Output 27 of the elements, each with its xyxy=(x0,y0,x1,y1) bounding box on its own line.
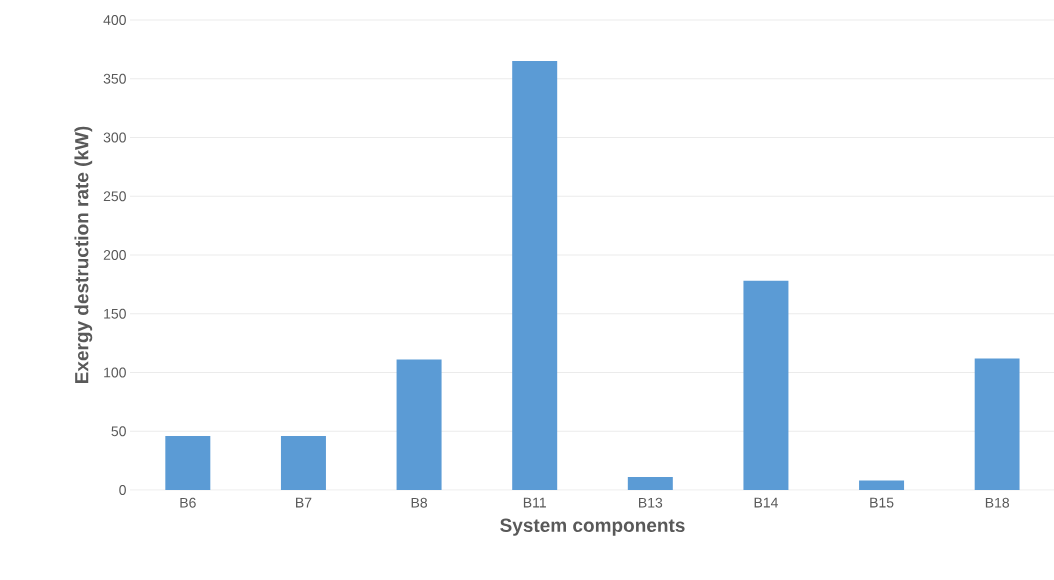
bar xyxy=(859,480,905,490)
bar xyxy=(280,435,326,490)
y-tick-label: 300 xyxy=(103,132,126,143)
y-axis-title: Exergy destruction rate (kW) xyxy=(74,126,93,384)
y-tick-label: 200 xyxy=(103,250,126,260)
bar xyxy=(512,61,558,490)
bar xyxy=(396,359,442,490)
x-tick-label: B13 xyxy=(639,497,663,508)
x-tick-label: B14 xyxy=(754,497,778,508)
bar xyxy=(743,280,789,490)
y-tick-label: 350 xyxy=(103,73,126,84)
bar xyxy=(627,477,673,490)
bar xyxy=(974,358,1020,490)
y-tick-label: 250 xyxy=(103,191,126,202)
x-tick-label: B7 xyxy=(296,497,312,508)
x-tick-label: B15 xyxy=(870,497,894,508)
y-tick-label: 0 xyxy=(119,485,126,495)
y-tick-label: 50 xyxy=(111,426,126,437)
x-axis-title: System components xyxy=(500,518,685,536)
y-tick-label: 400 xyxy=(103,15,126,25)
bar xyxy=(165,435,211,490)
x-tick-label: B8 xyxy=(411,497,428,508)
x-tick-label: B11 xyxy=(523,497,546,508)
y-tick-label: 150 xyxy=(104,308,126,319)
x-tick-label: B6 xyxy=(180,497,196,508)
x-tick-label: B18 xyxy=(985,497,1010,508)
y-tick-label: 100 xyxy=(104,367,126,378)
